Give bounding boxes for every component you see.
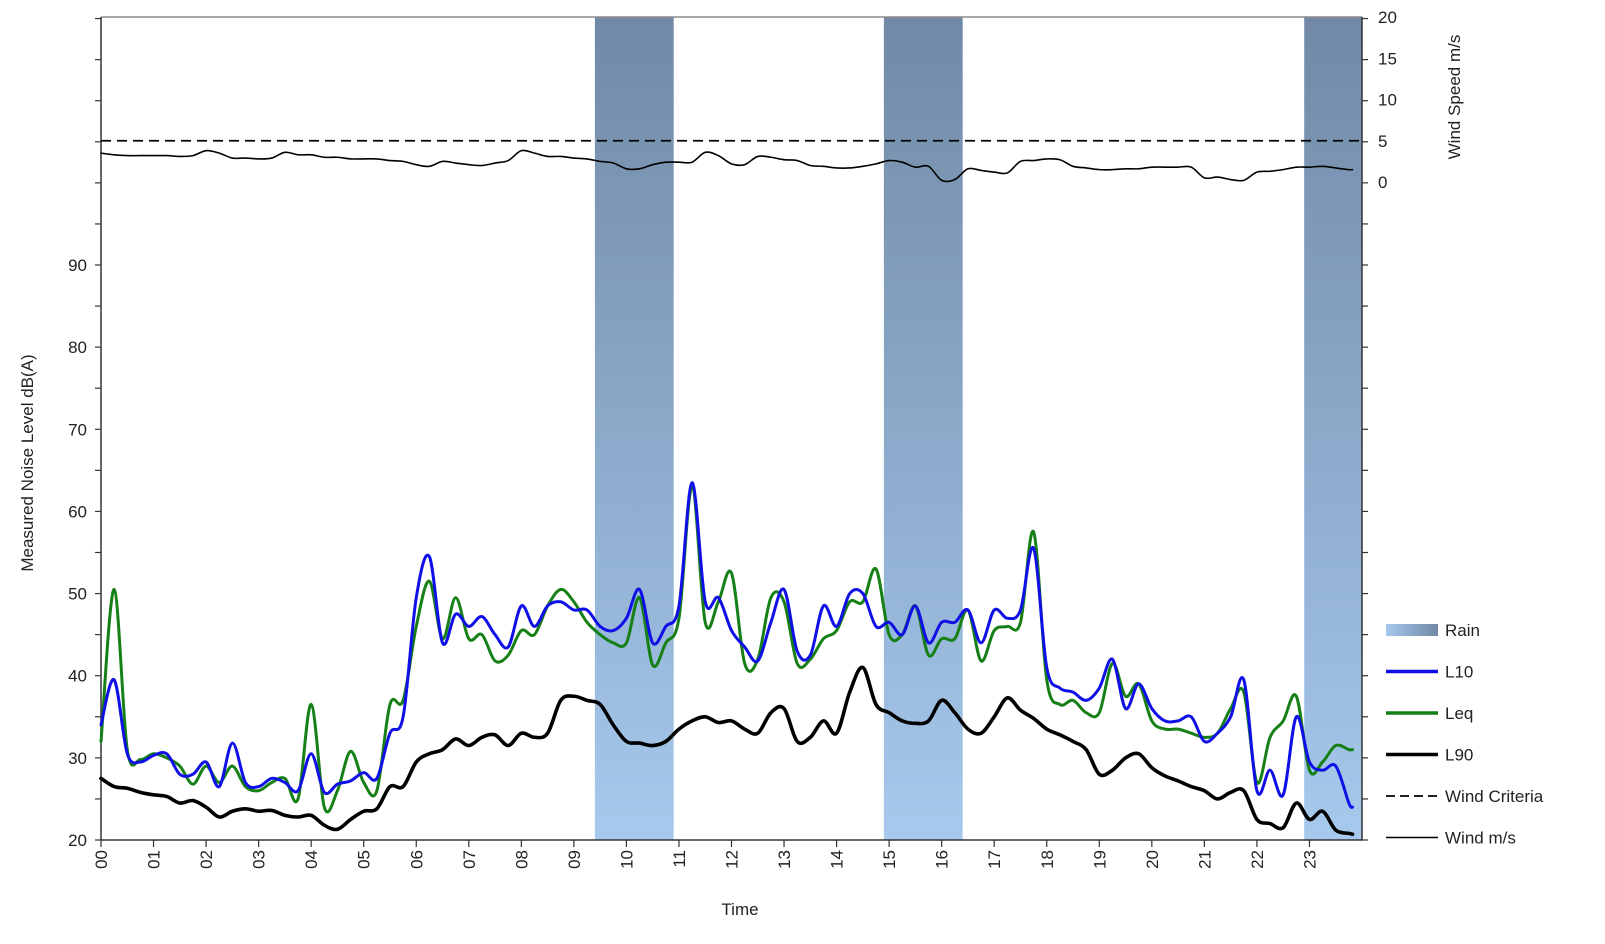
y2-tick-label-0: 0: [1378, 173, 1387, 192]
legend-label-rain: Rain: [1445, 621, 1480, 640]
x-tick-label-20: 20: [1143, 850, 1162, 869]
y-tick-label-70: 70: [68, 420, 87, 439]
legend-label-l90: L90: [1445, 746, 1473, 765]
x-tick-label-10: 10: [617, 850, 636, 869]
y-axis-title: Measured Noise Level dB(A): [18, 354, 37, 571]
y-tick-label-60: 60: [68, 502, 87, 521]
x-tick-label-12: 12: [723, 850, 742, 869]
legend-label-wind: Wind m/s: [1445, 829, 1516, 848]
x-tick-label-11: 11: [670, 850, 689, 868]
y-tick-label-20: 20: [68, 831, 87, 850]
x-tick-label-05: 05: [355, 850, 374, 869]
x-tick-label-03: 03: [250, 850, 269, 869]
series-line-leq: [99, 485, 1355, 814]
legend-swatch-rain: [1386, 624, 1438, 636]
x-tick-label-18: 18: [1038, 850, 1057, 869]
x-tick-label-21: 21: [1195, 850, 1214, 869]
y-tick-label-50: 50: [68, 585, 87, 604]
rain-band-2: [883, 17, 963, 840]
x-tick-label-00: 00: [92, 850, 111, 869]
legend: Rain L10 Leq L90 Wind Criteria Wind m/s: [1386, 621, 1544, 848]
y2-tick-label-5: 5: [1378, 132, 1387, 151]
x-tick-label-17: 17: [985, 850, 1004, 869]
left-axis: 20 30 40 50 60 70 80 90: [68, 17, 101, 850]
x-tick-label-07: 07: [460, 850, 479, 869]
x-tick-label-14: 14: [828, 850, 847, 869]
x-tick-label-08: 08: [512, 850, 531, 869]
x-tick-label-22: 22: [1248, 850, 1267, 869]
x-tick-label-16: 16: [933, 850, 952, 869]
legend-label-l10: L10: [1445, 663, 1473, 682]
rain-band-3: [1304, 17, 1362, 840]
x-axis-title: Time: [721, 900, 758, 919]
y2-tick-label-20: 20: [1378, 8, 1397, 27]
x-tick-label-01: 01: [145, 850, 164, 869]
y2-tick-label-10: 10: [1378, 91, 1397, 110]
y-tick-label-30: 30: [68, 749, 87, 768]
x-tick-label-19: 19: [1090, 850, 1109, 869]
series-lines: [99, 139, 1362, 837]
x-tick-label-02: 02: [197, 850, 216, 869]
y2-axis-title: Wind Speed m/s: [1445, 35, 1464, 160]
x-tick-label-06: 06: [407, 850, 426, 869]
y-tick-label-90: 90: [68, 256, 87, 275]
rain-bands: [594, 17, 1362, 840]
x-tick-label-23: 23: [1300, 850, 1319, 869]
x-tick-label-09: 09: [565, 850, 584, 869]
x-axis: 00 01 02 03 04 05 06 07 08 09 10 11 12 13 14 15 16 17 18 19…: [92, 840, 1319, 869]
y-tick-label-80: 80: [68, 338, 87, 357]
x-tick-label-13: 13: [775, 850, 794, 869]
series-line-wind: [100, 149, 1354, 183]
legend-label-leq: Leq: [1445, 704, 1473, 723]
series-line-l90: [99, 665, 1355, 837]
y2-tick-label-15: 15: [1378, 49, 1397, 68]
rain-band-1: [594, 17, 674, 840]
legend-label-wind_criteria: Wind Criteria: [1445, 787, 1544, 806]
right-axis: 0 5 10 15 20: [1362, 8, 1397, 841]
x-tick-label-15: 15: [880, 850, 899, 869]
series-line-l10: [99, 481, 1355, 809]
x-tick-label-04: 04: [302, 850, 321, 869]
y-tick-label-40: 40: [68, 667, 87, 686]
